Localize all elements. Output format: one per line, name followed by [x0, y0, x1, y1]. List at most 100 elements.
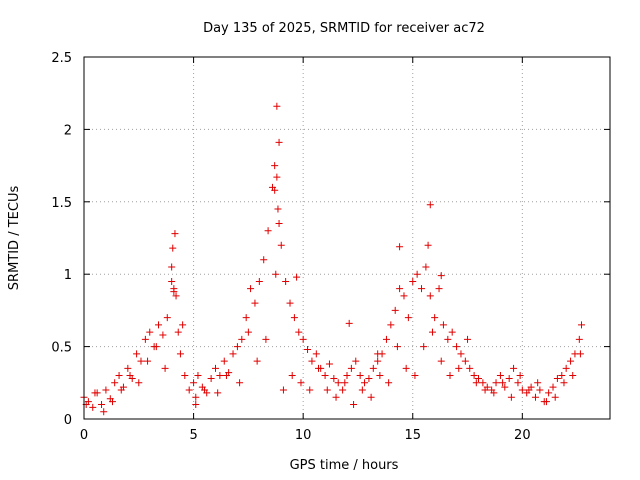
- data-point: [453, 343, 461, 351]
- x-axis-label: GPS time / hours: [290, 458, 399, 473]
- data-point: [578, 321, 586, 329]
- data-point: [236, 379, 244, 387]
- data-point: [567, 357, 575, 365]
- data-point: [321, 372, 329, 380]
- data-point: [229, 350, 237, 358]
- data-point: [233, 343, 241, 351]
- data-point: [192, 393, 200, 401]
- data-point: [115, 372, 123, 380]
- data-point: [216, 372, 224, 380]
- data-point: [400, 292, 408, 300]
- data-point: [431, 314, 439, 322]
- data-point: [376, 372, 384, 380]
- data-point: [490, 389, 498, 397]
- chart-title: Day 135 of 2025, SRMTID for receiver ac7…: [203, 21, 485, 36]
- data-point: [413, 270, 421, 278]
- data-point: [448, 328, 456, 336]
- data-point: [293, 273, 301, 281]
- data-point: [518, 386, 526, 394]
- data-point: [470, 372, 478, 380]
- y-tick-label: 0: [64, 413, 72, 428]
- data-point: [222, 372, 230, 380]
- data-point: [534, 379, 542, 387]
- data-point: [545, 389, 553, 397]
- data-point: [393, 343, 401, 351]
- data-point: [420, 343, 428, 351]
- y-tick-label: 1: [64, 268, 72, 283]
- data-point: [558, 372, 566, 380]
- data-point: [330, 374, 338, 382]
- data-point: [262, 335, 270, 343]
- data-point: [542, 398, 550, 406]
- data-point: [437, 357, 445, 365]
- data-point: [253, 357, 261, 365]
- data-point: [365, 374, 373, 382]
- data-point: [190, 379, 198, 387]
- data-point: [279, 386, 287, 394]
- data-point: [569, 372, 577, 380]
- data-point: [358, 386, 366, 394]
- data-point: [549, 383, 557, 391]
- data-point: [464, 335, 472, 343]
- data-point: [367, 393, 375, 401]
- data-point: [334, 379, 342, 387]
- data-point: [247, 285, 255, 293]
- data-point: [137, 357, 145, 365]
- data-point: [170, 288, 178, 296]
- data-point: [273, 173, 281, 181]
- data-point: [306, 386, 314, 394]
- data-point: [194, 372, 202, 380]
- data-point: [510, 364, 518, 372]
- data-point: [560, 379, 568, 387]
- data-point: [271, 162, 279, 170]
- data-point: [404, 314, 412, 322]
- data-point: [422, 263, 430, 271]
- data-point: [424, 241, 432, 249]
- data-point: [507, 393, 515, 401]
- data-point: [374, 350, 382, 358]
- data-point: [472, 379, 480, 387]
- data-point: [516, 372, 524, 380]
- data-point: [126, 372, 134, 380]
- data-point: [304, 345, 312, 353]
- data-point: [172, 292, 180, 300]
- data-point: [251, 299, 259, 307]
- data-point: [108, 398, 116, 406]
- x-tick-label: 5: [189, 428, 197, 443]
- data-point: [356, 372, 364, 380]
- data-point: [168, 263, 176, 271]
- axis-ticks: 0 5 10 15 20 0 0.5 1 1.5 2 2.5: [51, 51, 610, 443]
- data-point: [499, 379, 507, 387]
- data-point: [201, 386, 209, 394]
- data-point: [277, 241, 285, 249]
- data-point: [444, 335, 452, 343]
- data-point: [437, 272, 445, 280]
- data-point: [332, 393, 340, 401]
- x-tick-label: 10: [295, 428, 312, 443]
- data-point: [457, 350, 465, 358]
- data-point: [387, 321, 395, 329]
- data-point: [133, 350, 141, 358]
- data-point: [272, 270, 280, 278]
- data-point: [402, 364, 410, 372]
- data-point: [396, 285, 404, 293]
- data-point: [290, 314, 298, 322]
- data-point: [273, 102, 281, 110]
- data-point: [91, 389, 99, 397]
- data-point: [323, 386, 331, 394]
- data-point: [135, 379, 143, 387]
- data-point: [339, 386, 347, 394]
- data-point: [312, 350, 320, 358]
- data-point: [385, 379, 393, 387]
- data-point: [396, 243, 404, 251]
- data-point: [501, 383, 509, 391]
- y-tick-label: 2.5: [51, 51, 72, 66]
- data-point: [475, 374, 482, 382]
- data-point: [382, 335, 390, 343]
- data-point: [514, 379, 522, 387]
- x-tick-label: 20: [514, 428, 531, 443]
- data-point: [295, 328, 303, 336]
- data-point: [551, 393, 559, 401]
